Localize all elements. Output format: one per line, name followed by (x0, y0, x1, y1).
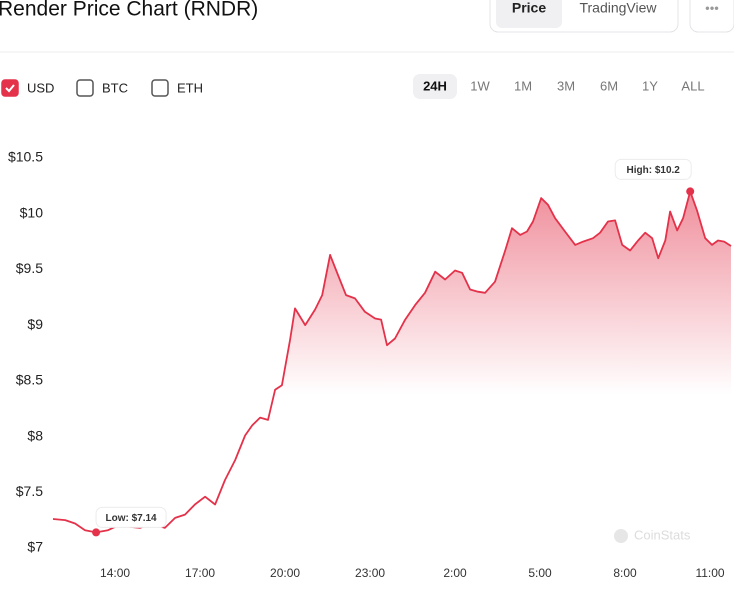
range-button[interactable]: ALL (681, 78, 704, 93)
checkbox-label[interactable]: BTC (102, 80, 128, 95)
range-button[interactable]: 1Y (642, 78, 658, 93)
y-tick-label: $10.5 (8, 149, 43, 165)
x-tick-label: 23:00 (355, 566, 385, 580)
y-tick-label: $8.5 (16, 372, 43, 388)
y-tick-label: $8 (27, 427, 43, 443)
menu-icon: ••• (705, 0, 719, 15)
watermark: CoinStats (634, 527, 691, 542)
annotation-point (92, 528, 101, 537)
annotation-label: High: $10.2 (627, 165, 681, 176)
area-fill (53, 191, 731, 548)
range-button[interactable]: 24H (423, 78, 447, 93)
x-tick-label: 2:00 (443, 566, 467, 580)
x-tick-label: 11:00 (695, 566, 724, 580)
tab[interactable]: Price (512, 0, 546, 16)
watermark-icon (614, 529, 628, 543)
check-mark (5, 84, 15, 93)
y-tick-label: $7 (27, 539, 43, 555)
price-line (52, 190, 732, 534)
range-button[interactable]: 6M (600, 78, 618, 93)
checkbox-label[interactable]: USD (27, 80, 54, 95)
page-title: Render Price Chart (RNDR) (0, 0, 258, 21)
x-tick-label: 8:00 (613, 566, 637, 580)
checkbox[interactable] (76, 79, 94, 97)
annotation-box (95, 506, 167, 528)
y-tick-label: $9.5 (16, 260, 43, 276)
annotation-box (614, 158, 692, 180)
x-tick-label: 14:00 (100, 566, 130, 580)
menu-button[interactable] (689, 0, 734, 33)
annotation-point (686, 187, 695, 196)
x-tick-label: 17:00 (185, 566, 215, 580)
plot: $7 $7.5 $8 $8.5 $9 $9.5 $10 $10.5 14:00 17:00 20:0… (8, 149, 732, 580)
range-button[interactable]: 3M (557, 78, 575, 93)
range-selected-bg (413, 74, 457, 99)
range-button[interactable]: 1W (470, 78, 490, 93)
checkbox[interactable] (1, 79, 19, 97)
checkbox-label[interactable]: ETH (177, 80, 203, 95)
y-tick-label: $10 (20, 204, 44, 220)
controls: USD BTC ETH 24H 1W 1M 3M 6M 1Y ALL (1, 74, 705, 99)
annotation-label: Low: $7.14 (105, 513, 157, 524)
x-tick-label: 20:00 (270, 566, 300, 580)
range-button[interactable]: 1M (514, 78, 532, 93)
y-tick-label: $9 (27, 316, 43, 332)
checkbox[interactable] (151, 79, 169, 97)
tab[interactable]: TradingView (579, 0, 657, 16)
tab-selected-bg (496, 0, 562, 28)
x-tick-label: 5:00 (528, 566, 552, 580)
y-tick-label: $7.5 (16, 483, 43, 499)
